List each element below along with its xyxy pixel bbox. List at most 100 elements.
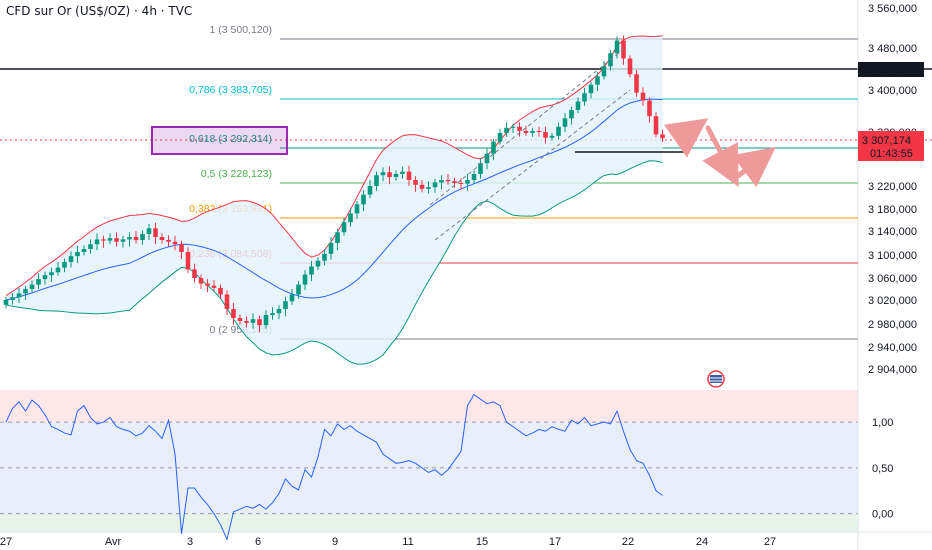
bollinger-bands — [6, 36, 663, 364]
candle — [270, 313, 275, 315]
time-tick-label: 22 — [622, 536, 634, 548]
us-flag-event-icon — [708, 371, 724, 387]
candle — [309, 267, 314, 275]
candle — [420, 185, 425, 189]
time-tick-label: 6 — [255, 536, 261, 548]
candle — [17, 293, 22, 297]
candle — [160, 237, 165, 240]
candle — [413, 180, 418, 185]
candle — [114, 238, 119, 242]
candle — [10, 297, 15, 300]
price-tick-label: 2 940,000 — [868, 342, 917, 354]
forecast-arrow — [680, 124, 700, 138]
candle — [329, 243, 334, 254]
forecast-arrow — [738, 153, 768, 176]
high-price-label: 3 440,194 — [862, 64, 912, 76]
candle — [348, 213, 353, 222]
candle — [62, 262, 67, 268]
candle — [628, 59, 633, 75]
price-tick-label: 3 180,000 — [868, 204, 917, 216]
candle — [140, 234, 145, 240]
time-tick-label: Avr — [105, 536, 122, 548]
candle — [56, 268, 61, 273]
candle — [498, 133, 503, 142]
candle — [225, 295, 230, 310]
candle — [199, 278, 204, 284]
price-tick-label: 2 980,000 — [868, 319, 917, 331]
candle — [472, 174, 477, 180]
candle — [407, 172, 412, 180]
candle — [251, 319, 256, 323]
price-tick-label: 3 480,000 — [868, 43, 917, 55]
candle — [433, 182, 438, 187]
candle — [452, 181, 457, 183]
candle — [563, 118, 568, 126]
candle — [257, 319, 262, 325]
candle — [296, 285, 301, 295]
candle — [439, 180, 444, 182]
candle — [355, 204, 360, 213]
price-tick-label: 3 100,000 — [868, 250, 917, 262]
candle — [381, 172, 386, 175]
time-tick-label: 3 — [187, 536, 193, 548]
rsi-tick-label: 1,00 — [872, 417, 893, 429]
candle — [589, 85, 594, 93]
candle — [517, 127, 522, 131]
candle — [4, 300, 9, 305]
price-tick-label: 3 220,000 — [868, 181, 917, 193]
candle — [465, 180, 470, 184]
candle — [335, 232, 340, 243]
candle — [654, 116, 659, 134]
time-tick-label: 11 — [402, 536, 413, 548]
candle — [127, 237, 132, 239]
candle — [524, 131, 529, 133]
rsi-overbought-zone — [0, 390, 858, 422]
rsi-tick-label: 0,00 — [872, 509, 893, 521]
fib-label: 1 (3 500,120) — [210, 24, 272, 36]
candle — [231, 309, 236, 318]
candle — [459, 183, 464, 184]
candle — [400, 172, 405, 174]
candle — [660, 134, 665, 138]
time-tick-label: 17 — [549, 536, 561, 548]
candle — [491, 142, 496, 154]
rsi-panel — [0, 390, 858, 532]
candle — [205, 284, 210, 286]
candle — [49, 272, 54, 275]
candle — [108, 238, 113, 240]
time-tick-label: 24 — [696, 536, 708, 548]
rsi-tick-label: 0,50 — [872, 463, 893, 475]
candle — [394, 174, 399, 177]
candle — [23, 289, 28, 293]
time-axis[interactable]: 27 Avr 3 6 9 11 15 17 22 24 27 — [0, 536, 776, 548]
candle — [374, 175, 379, 186]
candle — [342, 222, 347, 232]
candle — [179, 244, 184, 252]
candle — [634, 74, 639, 92]
candle — [556, 127, 561, 136]
candle — [303, 275, 308, 285]
price-tick-label: 2 904,000 — [868, 364, 917, 376]
candle — [530, 131, 535, 133]
candle — [615, 41, 620, 54]
time-tick-label: 9 — [332, 536, 338, 548]
candle — [153, 228, 158, 237]
candle — [75, 252, 80, 256]
candle — [101, 239, 106, 240]
candle — [212, 286, 217, 288]
candle — [602, 66, 607, 76]
candle — [264, 315, 269, 325]
candle — [186, 252, 191, 269]
candle — [641, 93, 646, 101]
candle — [322, 254, 327, 261]
price-tick-label: 3 020,000 — [868, 295, 917, 307]
candle — [543, 132, 548, 138]
countdown-label: 01:43:55 — [870, 148, 913, 160]
candle — [446, 180, 451, 181]
price-tick-label: 3 400,000 — [868, 85, 917, 97]
candle — [485, 154, 490, 164]
bb-fill — [6, 36, 663, 364]
candle — [43, 275, 48, 279]
